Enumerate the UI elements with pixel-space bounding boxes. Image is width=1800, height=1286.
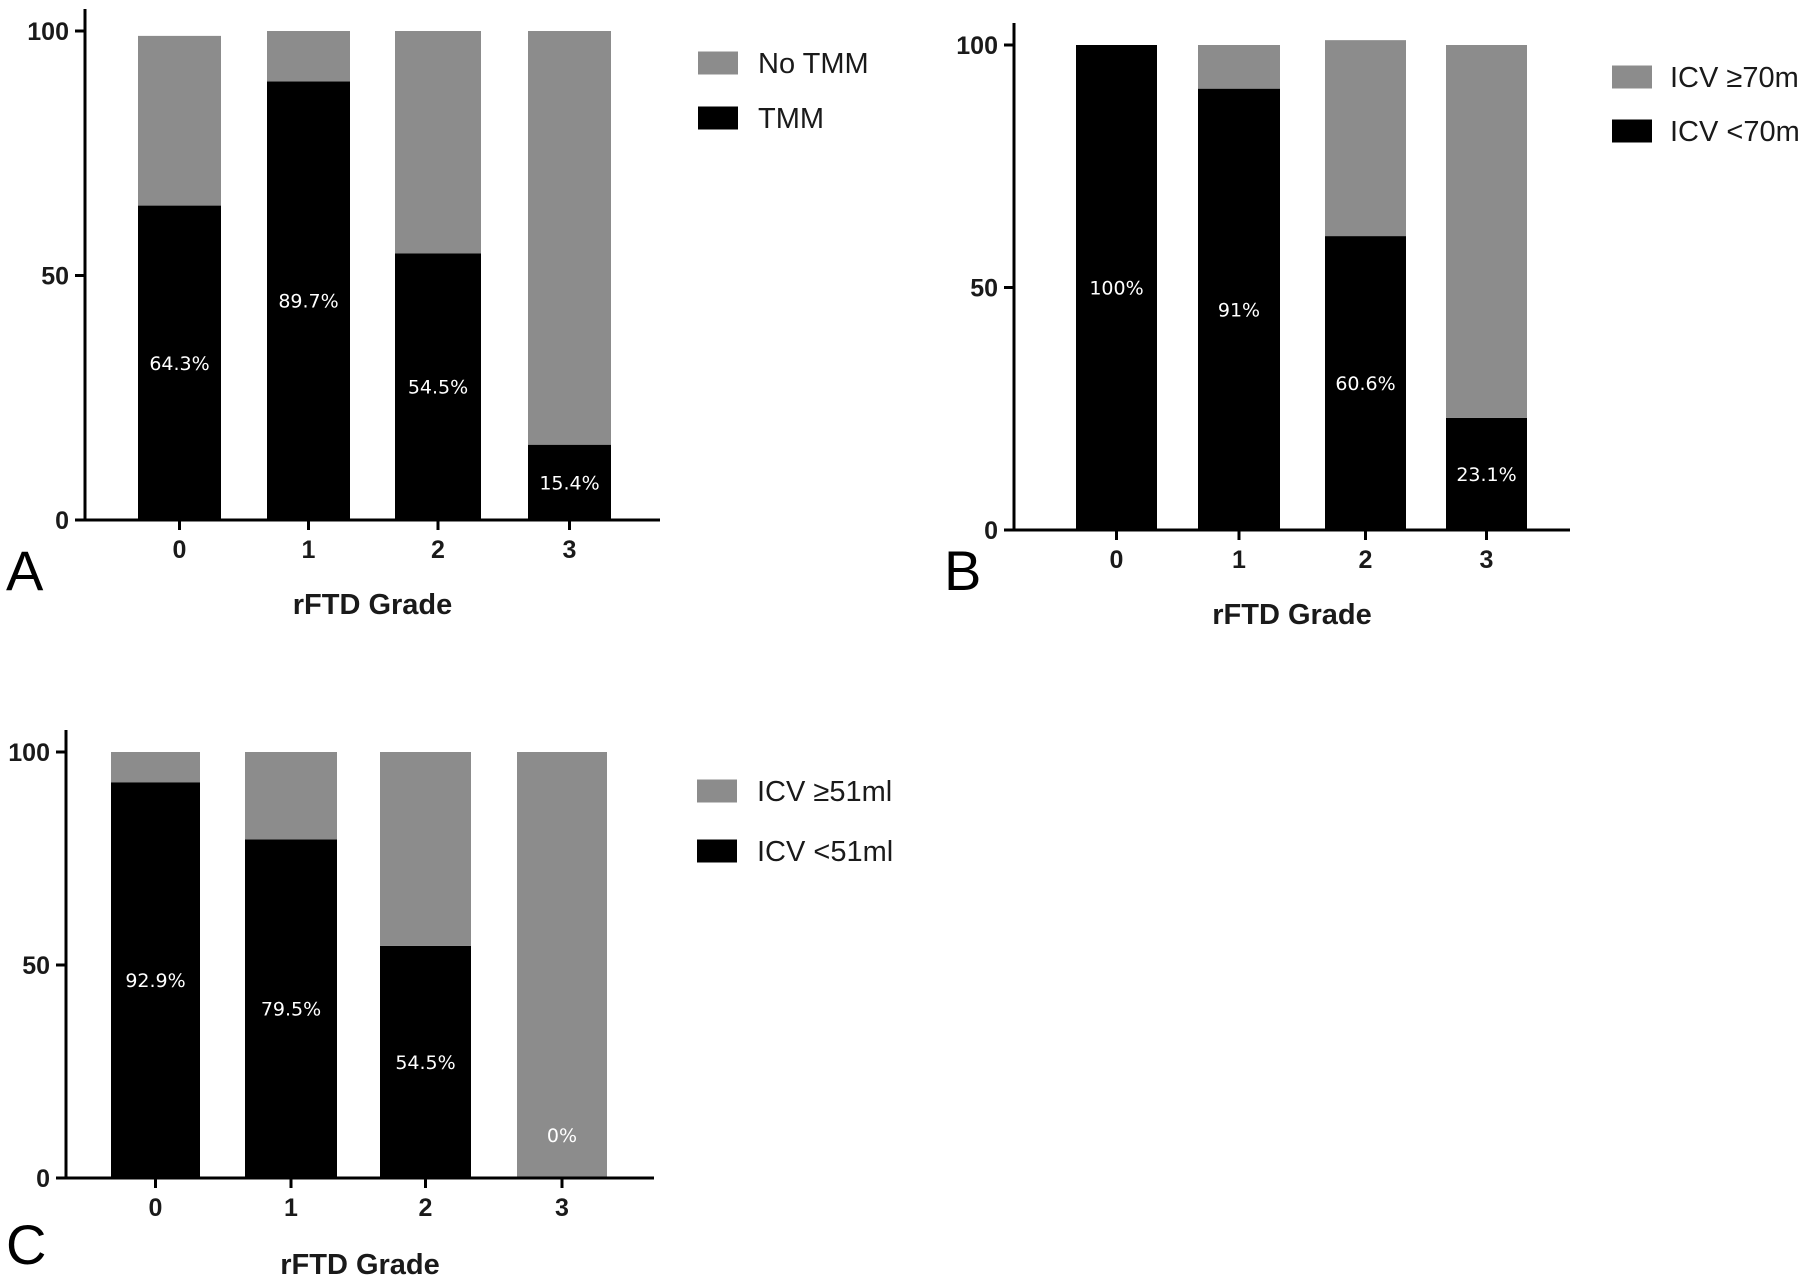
- bar-c-grade-1-upper: [245, 752, 337, 840]
- bar-c-grade-0-upper: [111, 752, 200, 783]
- x-axis-title-c: rFTD Grade: [280, 1249, 440, 1281]
- bar-b-grade-3-lower: [1446, 417, 1527, 530]
- bar-a-grade-2-lower: [395, 253, 481, 520]
- bar-a-grade-0-lower: [138, 205, 221, 520]
- bar-b-grade-1-upper: [1198, 45, 1280, 89]
- bar-c-grade-1-lower: [245, 839, 337, 1178]
- bar-b-grade-2-lower: [1325, 236, 1406, 530]
- x-tick-label-a-0: 0: [173, 536, 187, 564]
- panel-letter-a: A: [6, 539, 44, 602]
- bar-c-grade-3-upper: [517, 752, 607, 1178]
- data-label-c-grade-0: 92.9%: [125, 970, 185, 992]
- y-tick-label-b-50: 50: [970, 275, 998, 303]
- x-tick-label-c-3: 3: [555, 1194, 569, 1222]
- bar-c-grade-0-lower: [111, 782, 200, 1178]
- x-tick-label-b-1: 1: [1232, 546, 1246, 574]
- bar-b-grade-0-lower: [1076, 45, 1157, 530]
- bar-a-grade-0-upper: [138, 35, 221, 206]
- x-axis-title-b: rFTD Grade: [1212, 599, 1372, 631]
- bar-a-grade-1-upper: [267, 31, 350, 82]
- x-tick-label-b-2: 2: [1359, 546, 1373, 574]
- bar-a-grade-3-lower: [528, 444, 611, 520]
- y-tick-label-c-100: 100: [8, 739, 50, 767]
- x-tick-label-a-3: 3: [563, 536, 577, 564]
- panel-letter-b: B: [944, 539, 981, 602]
- data-label-a-grade-0: 64.3%: [149, 353, 209, 375]
- bar-b-grade-1-lower: [1198, 88, 1280, 531]
- data-label-a-grade-3: 15.4%: [539, 472, 599, 494]
- legend-label-b-upper: ICV ≥70ml: [1670, 62, 1800, 94]
- bar-a-grade-3-upper: [528, 31, 611, 445]
- legend-swatch-b-lower: [1612, 119, 1652, 143]
- x-tick-label-b-0: 0: [1110, 546, 1124, 574]
- chart-panel-b: 100% 91% 60.6% 23.1% 0 50 100 0 1 2 3 rFTD Grade B IC…: [944, 23, 1800, 631]
- legend-label-c-upper: ICV ≥51ml: [757, 776, 892, 808]
- legend-swatch-a-lower: [698, 106, 738, 130]
- data-label-b-grade-1: 91%: [1218, 299, 1260, 321]
- data-label-b-grade-2: 60.6%: [1335, 373, 1395, 395]
- data-label-c-grade-3: 0%: [547, 1125, 577, 1147]
- data-label-a-grade-2: 54.5%: [408, 377, 468, 399]
- panel-letter-c: C: [6, 1213, 46, 1276]
- y-tick-label-b-0: 0: [984, 517, 998, 545]
- legend-swatch-a-upper: [698, 51, 738, 75]
- data-label-a-grade-1: 89.7%: [278, 291, 338, 313]
- y-tick-label-a-100: 100: [27, 18, 69, 46]
- legend-label-c-lower: ICV <51ml: [757, 836, 893, 868]
- bar-c-grade-2-lower: [380, 945, 471, 1178]
- y-tick-label-c-50: 50: [22, 952, 50, 980]
- x-tick-label-c-2: 2: [419, 1194, 433, 1222]
- data-label-c-grade-2: 54.5%: [395, 1052, 455, 1074]
- bar-c-grade-2-upper: [380, 752, 471, 946]
- y-tick-label-c-0: 0: [36, 1165, 50, 1193]
- data-label-b-grade-0: 100%: [1089, 278, 1143, 300]
- x-tick-label-c-0: 0: [149, 1194, 163, 1222]
- bar-a-grade-1-lower: [267, 81, 350, 520]
- bar-b-grade-2-upper: [1325, 40, 1406, 237]
- bar-a-grade-2-upper: [395, 31, 481, 254]
- legend-swatch-c-lower: [697, 839, 737, 863]
- y-tick-label-b-100: 100: [956, 32, 998, 60]
- x-tick-label-a-2: 2: [431, 536, 445, 564]
- x-tick-label-a-1: 1: [302, 536, 316, 564]
- legend-swatch-b-upper: [1612, 65, 1652, 89]
- bar-b-grade-3-upper: [1446, 45, 1527, 418]
- data-label-c-grade-1: 79.5%: [261, 999, 321, 1021]
- chart-panel-c: 92.9% 79.5% 54.5% 0% 0 50 100 0 1 2 3 rFTD Grade C IC…: [6, 730, 893, 1281]
- x-axis-title-a: rFTD Grade: [293, 589, 453, 621]
- legend-label-a-lower: TMM: [758, 103, 824, 135]
- legend-label-a-upper: No TMM: [758, 48, 869, 80]
- x-tick-label-b-3: 3: [1480, 546, 1494, 574]
- y-tick-label-a-50: 50: [41, 263, 69, 291]
- legend-label-b-lower: ICV <70ml: [1670, 116, 1800, 148]
- chart-panel-a: 64.3% 89.7% 54.5% 15.4% 0 50 100 0 1 2 3 rFTD Grade…: [6, 9, 869, 621]
- legend-swatch-c-upper: [697, 779, 737, 803]
- data-label-b-grade-3: 23.1%: [1456, 464, 1516, 486]
- y-tick-label-a-0: 0: [55, 507, 69, 535]
- x-tick-label-c-1: 1: [284, 1194, 298, 1222]
